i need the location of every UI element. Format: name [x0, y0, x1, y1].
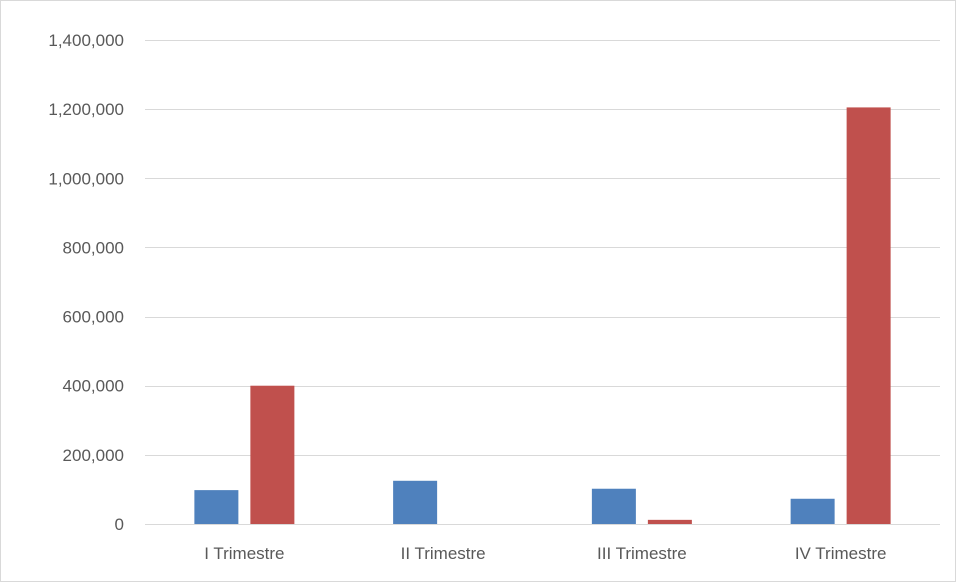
- x-axis-tick-labels: I Trimestre II Trimestre III Trimestre IV T…: [204, 544, 886, 563]
- y-tick-label: 1,000,000: [48, 169, 124, 188]
- bar-series-1-2: [591, 488, 636, 524]
- bars: [194, 107, 891, 525]
- bar-series-2-0: [250, 385, 295, 524]
- bar-series-1-3: [790, 498, 835, 524]
- y-tick-label: 1,200,000: [48, 100, 124, 119]
- y-tick-label: 0: [115, 515, 124, 534]
- y-tick-label: 400,000: [63, 377, 124, 396]
- x-tick-label: IV Trimestre: [795, 544, 887, 563]
- y-tick-label: 200,000: [63, 446, 124, 465]
- bar-series-2-2: [647, 519, 692, 524]
- x-tick-label: II Trimestre: [401, 544, 486, 563]
- y-tick-label: 600,000: [63, 308, 124, 327]
- x-tick-label: I Trimestre: [204, 544, 284, 563]
- y-axis-tick-labels: 0 200,000 400,000 600,000 800,000 1,000,000 1,…: [48, 31, 124, 534]
- bar-series-1-0: [194, 490, 239, 524]
- bar-series-1-1: [393, 480, 438, 524]
- x-tick-label: III Trimestre: [597, 544, 687, 563]
- bar-series-2-3: [846, 107, 891, 525]
- y-tick-label: 800,000: [63, 238, 124, 257]
- y-tick-label: 1,400,000: [48, 31, 124, 50]
